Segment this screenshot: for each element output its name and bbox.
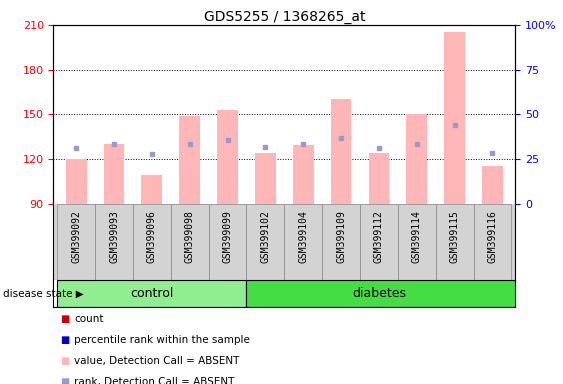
Text: count: count — [74, 314, 104, 324]
Bar — [473, 204, 511, 280]
Text: ■: ■ — [60, 377, 69, 384]
Text: disease state ▶: disease state ▶ — [3, 289, 83, 299]
Bar — [141, 175, 162, 204]
Text: GSM399102: GSM399102 — [261, 210, 270, 263]
Bar — [57, 204, 95, 280]
Text: GSM399092: GSM399092 — [71, 210, 81, 263]
Text: GSM399096: GSM399096 — [147, 210, 157, 263]
Text: ■: ■ — [60, 356, 69, 366]
Bar — [247, 280, 530, 307]
Text: rank, Detection Call = ABSENT: rank, Detection Call = ABSENT — [74, 377, 235, 384]
Bar — [95, 204, 133, 280]
Bar — [293, 146, 314, 204]
Text: GSM399104: GSM399104 — [298, 210, 308, 263]
Text: ■: ■ — [60, 335, 69, 345]
Text: value, Detection Call = ABSENT: value, Detection Call = ABSENT — [74, 356, 240, 366]
Text: percentile rank within the sample: percentile rank within the sample — [74, 335, 250, 345]
Bar — [217, 110, 238, 204]
Text: GSM399098: GSM399098 — [185, 210, 195, 263]
Text: ■: ■ — [60, 314, 69, 324]
Bar — [360, 204, 398, 280]
Bar — [133, 204, 171, 280]
Bar — [369, 153, 390, 204]
Bar — [398, 204, 436, 280]
Text: GSM399109: GSM399109 — [336, 210, 346, 263]
Text: GSM399115: GSM399115 — [450, 210, 459, 263]
Bar — [171, 204, 209, 280]
Text: GSM399116: GSM399116 — [488, 210, 498, 263]
Bar — [66, 159, 87, 204]
Bar — [482, 166, 503, 204]
Bar — [255, 153, 276, 204]
Bar — [57, 280, 247, 307]
Text: GSM399112: GSM399112 — [374, 210, 384, 263]
Text: diabetes: diabetes — [352, 287, 406, 300]
Bar — [444, 32, 465, 204]
Bar — [322, 204, 360, 280]
Text: GSM399099: GSM399099 — [222, 210, 233, 263]
Bar — [406, 114, 427, 204]
Text: control: control — [130, 287, 173, 300]
Bar — [436, 204, 473, 280]
Bar — [330, 99, 351, 204]
Bar — [209, 204, 247, 280]
Bar — [247, 204, 284, 280]
Bar — [104, 144, 124, 204]
Bar — [284, 204, 322, 280]
Text: GSM399114: GSM399114 — [412, 210, 422, 263]
Bar — [179, 116, 200, 204]
Title: GDS5255 / 1368265_at: GDS5255 / 1368265_at — [204, 10, 365, 24]
Text: GSM399093: GSM399093 — [109, 210, 119, 263]
